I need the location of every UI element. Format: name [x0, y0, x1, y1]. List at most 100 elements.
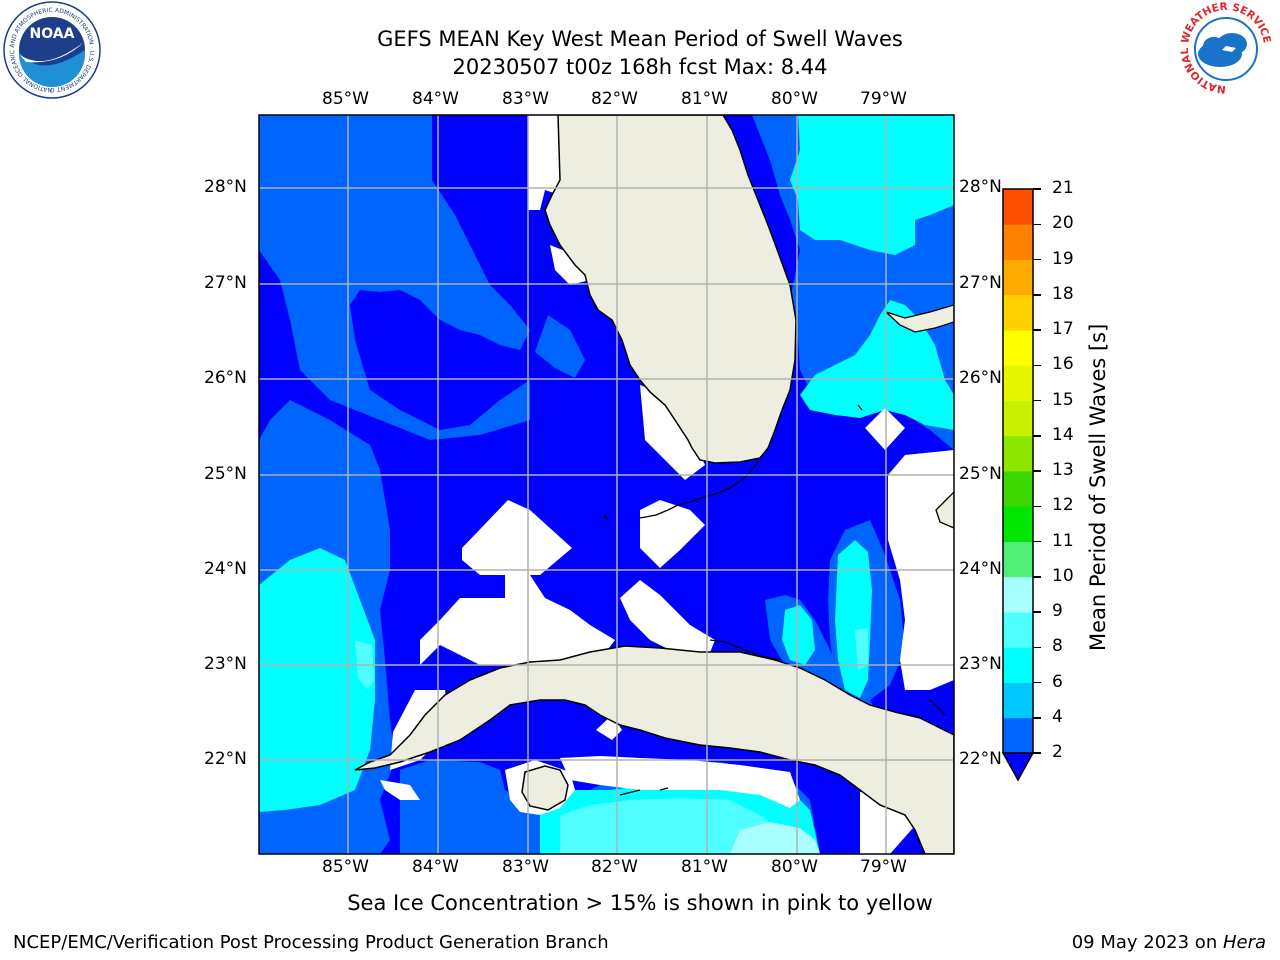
lon-label-bottom: 79°W [860, 857, 907, 877]
florida-keys [639, 459, 761, 519]
colorbar-band [1003, 647, 1033, 683]
colorbar-tick-mark [1033, 188, 1041, 190]
noaa-logo: NATIONAL OCEANIC AND ATMOSPHERIC ADMINIS… [0, 0, 102, 100]
lat-label-right: 27°N [959, 273, 1002, 293]
colorbar-tick-mark [1033, 399, 1041, 402]
colorbar-tick-mark [1033, 646, 1041, 648]
colorbar-tick-label: 17 [1052, 319, 1074, 339]
svg-text:NOAA: NOAA [30, 26, 75, 42]
map-gridlines [259, 115, 954, 854]
colorbar-tick-label: 12 [1052, 495, 1074, 516]
lat-label-left: 24°N [204, 559, 247, 579]
swell-field-2-4-mid-gulf [535, 315, 585, 378]
swell-field-4-6-straits [782, 605, 815, 665]
colorbar-band [1003, 435, 1033, 472]
colorbar-tick-mark [1033, 611, 1041, 613]
lon-label-bottom: 84°W [412, 857, 459, 877]
lon-label-bottom: 82°W [591, 857, 638, 877]
lat-label-left: 28°N [204, 177, 247, 197]
colorbar-tick-label: 9 [1052, 601, 1063, 621]
lat-label-left: 23°N [204, 654, 247, 674]
isle-of-youth [521, 765, 569, 811]
colorbar-tick-label: 4 [1052, 706, 1063, 727]
colorbar-band [1003, 224, 1033, 260]
bahamas-grand-bahama [885, 304, 954, 333]
sea-ice-note: Sea Ice Concentration > 15% is shown in … [347, 891, 933, 915]
colorbar-tick-mark [1033, 505, 1041, 507]
lon-label-bottom: 80°W [771, 857, 818, 877]
lon-label-top: 80°W [771, 89, 818, 109]
colorbar-band [1003, 541, 1033, 578]
colorbar-tick-mark [1033, 752, 1041, 754]
footer-date: 09 May 2023 on Hera [1072, 932, 1266, 953]
colorbar-tick-label: 11 [1052, 530, 1074, 551]
florida-land [544, 115, 797, 464]
dry-tortugas [603, 515, 609, 519]
footer-credit: NCEP/EMC/Verification Post Processing Pr… [13, 932, 609, 953]
lon-label-bottom: 85°W [322, 857, 369, 877]
cuba-cays [709, 639, 781, 661]
colorbar-tick-label: 19 [1052, 248, 1074, 269]
lat-label-right: 28°N [959, 177, 1002, 197]
swell-field-4-6-west [259, 548, 375, 812]
colorbar-band [1003, 471, 1033, 507]
colorbar-tick-mark [1033, 681, 1041, 684]
footer-machine: Hera [1222, 932, 1266, 953]
lat-label-right: 24°N [959, 559, 1002, 579]
nws-logo: NATIONAL WEATHER SERVICE [1179, 1, 1273, 96]
colorbar-tick-label: 6 [1052, 671, 1063, 692]
colorbar-tick-label: 20 [1052, 213, 1074, 234]
cuba-south-cays [619, 787, 669, 796]
colorbar-tick-label: 8 [1052, 636, 1063, 657]
colorbar-band [1003, 294, 1033, 331]
lat-label-right: 23°N [959, 654, 1002, 674]
colorbar-tick-mark [1033, 576, 1041, 578]
colorbar-band [1003, 506, 1033, 542]
colorbar-band [1003, 682, 1033, 719]
colorbar-tick-label: 21 [1052, 178, 1074, 198]
colorbar-tick-label: 10 [1052, 565, 1074, 586]
lat-label-right: 26°N [959, 368, 1002, 388]
lon-label-top: 79°W [860, 89, 907, 109]
lat-label-left: 22°N [204, 749, 247, 769]
map-frame [258, 114, 955, 855]
swell-field-6-8-east [855, 628, 868, 670]
colorbar-band [1003, 400, 1033, 437]
chart-subtitle: 20230507 t00z 168h fcst Max: 8.44 [452, 55, 828, 79]
colorbar [1001, 188, 1035, 782]
colorbar-tick-label: 15 [1052, 389, 1074, 410]
lon-label-top: 82°W [591, 89, 638, 109]
colorbar-tick-mark [1033, 470, 1041, 472]
bahamas-small-islands [857, 404, 946, 716]
colorbar-band [1003, 576, 1033, 613]
lat-label-right: 25°N [959, 464, 1002, 484]
colorbar-tick-mark [1033, 223, 1041, 225]
chart-title: GEFS MEAN Key West Mean Period of Swell … [377, 27, 903, 51]
lat-label-left: 25°N [204, 464, 247, 484]
swell-field-2-4-west-lower [259, 420, 340, 570]
cuba-land [354, 645, 954, 854]
colorbar-tick-label: 13 [1052, 460, 1074, 480]
colorbar-label: Mean Period of Swell Waves [s] [1086, 323, 1110, 651]
colorbar-tick-mark [1033, 258, 1041, 261]
colorbar-tick-label: 14 [1052, 424, 1074, 445]
colorbar-tick-mark [1033, 329, 1041, 331]
bahamas-andros [935, 491, 954, 529]
colorbar-band [1003, 717, 1033, 754]
colorbar-band [1003, 365, 1033, 401]
colorbar-tick-mark [1033, 294, 1041, 296]
lon-label-top: 85°W [322, 89, 369, 109]
lat-label-left: 27°N [204, 273, 247, 293]
colorbar-band [1003, 259, 1033, 296]
colorbar-tick-mark [1033, 364, 1041, 366]
lon-label-bottom: 83°W [502, 857, 549, 877]
colorbar-tick-label: 18 [1052, 283, 1074, 304]
colorbar-band [1003, 330, 1033, 366]
swell-field-2-4-west [259, 115, 530, 440]
swell-field-4-6-atlantic-north [790, 115, 954, 255]
colorbar-tick-mark [1033, 435, 1041, 437]
lon-label-top: 84°W [412, 89, 459, 109]
lat-label-right: 22°N [959, 749, 1002, 769]
colorbar-band [1003, 189, 1033, 225]
lon-label-top: 83°W [502, 89, 549, 109]
